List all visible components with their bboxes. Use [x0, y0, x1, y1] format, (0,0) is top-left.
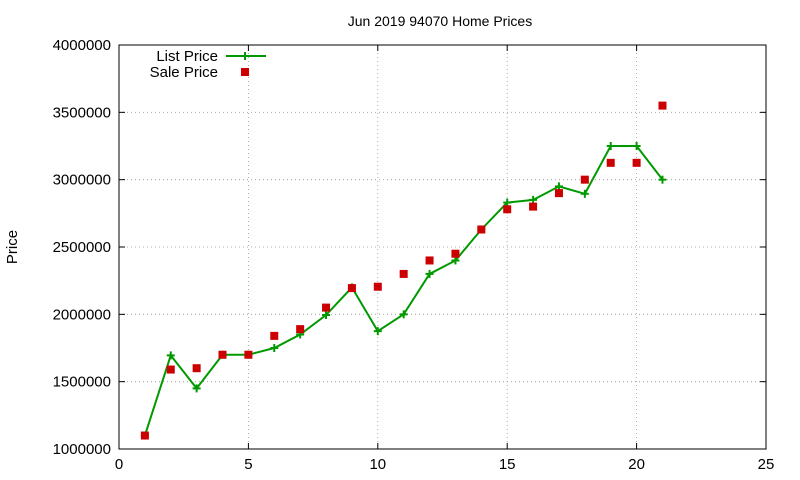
x-tick-label: 10	[369, 456, 386, 473]
y-axis-label: Price	[4, 230, 21, 264]
list-price-point	[658, 175, 667, 184]
sale-price-point	[529, 202, 538, 211]
sale-price-point	[580, 175, 589, 184]
sale-price-point	[218, 350, 227, 359]
list-price-point	[529, 195, 538, 204]
plot-frame	[118, 44, 767, 450]
list-price-point	[166, 351, 175, 360]
x-tick-label: 20	[628, 456, 645, 473]
list-price-point	[270, 344, 279, 352]
grid-lines	[119, 45, 766, 449]
sale-price-point	[192, 364, 201, 373]
sale-price-point	[554, 189, 563, 198]
list-price-point	[554, 182, 563, 191]
list-price-line	[143, 145, 664, 436]
sale-price-point	[373, 282, 382, 291]
legend-label: Sale Price	[150, 64, 218, 81]
sale-price-point	[244, 350, 253, 359]
y-tick-label: 3000000	[53, 172, 111, 189]
x-tick-label: 15	[499, 456, 516, 473]
list-price-point	[606, 142, 615, 150]
y-tick-label: 4000000	[53, 37, 111, 54]
sale-price-point	[503, 205, 512, 214]
legend-label: List Price	[156, 48, 218, 65]
axis-ticks: 0 5 10 15 20 25 1000000 1500000 2000000 2500000 30…	[53, 37, 775, 473]
sale-price-point	[270, 331, 279, 340]
series-plot	[140, 101, 667, 440]
sale-price-point	[296, 325, 305, 334]
y-tick-label: 1500000	[53, 374, 111, 391]
sale-price-point	[425, 256, 434, 265]
list-price-point	[632, 142, 641, 150]
list-price-point	[451, 256, 460, 265]
list-price-point	[322, 311, 331, 320]
legend-square-swatch	[241, 68, 249, 76]
sale-price-point	[477, 225, 486, 234]
list-price-point	[399, 310, 408, 319]
list-price-point	[192, 384, 201, 393]
sale-price-point	[658, 101, 667, 110]
list-price-point	[503, 198, 512, 207]
x-tick-label: 25	[758, 456, 775, 473]
sale-price-point	[166, 365, 175, 374]
sale-price-point	[451, 249, 460, 258]
sale-price-point	[632, 158, 641, 167]
list-price-point	[580, 189, 589, 198]
sale-price-point	[140, 431, 149, 440]
x-tick-label: 0	[115, 456, 123, 473]
chart-title: Jun 2019 94070 Home Prices	[348, 13, 532, 29]
y-tick-label: 2000000	[53, 306, 111, 323]
sale-price-point	[347, 284, 356, 293]
sale-price-point	[399, 269, 408, 278]
sale-price-point	[606, 158, 615, 167]
list-price-point	[425, 269, 434, 278]
sale-price-point	[322, 303, 331, 312]
list-price-point	[373, 327, 382, 336]
y-tick-label: 2500000	[53, 239, 111, 256]
x-tick-label: 5	[244, 456, 252, 473]
y-tick-label: 3500000	[53, 104, 111, 121]
y-tick-label: 1000000	[53, 441, 111, 458]
